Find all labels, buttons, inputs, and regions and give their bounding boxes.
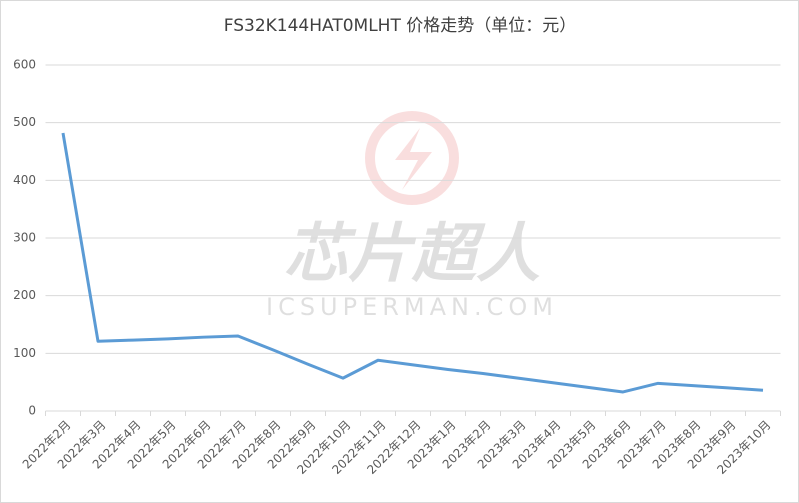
watermark-logo bbox=[365, 111, 459, 205]
y-tick-label: 0 bbox=[28, 404, 36, 418]
chart-title: FS32K144HAT0MLHT 价格走势（单位：元） bbox=[224, 16, 577, 36]
line bbox=[61, 132, 764, 394]
watermark: 芯片超人 bbox=[284, 218, 540, 292]
y-tick-label: 300 bbox=[13, 231, 36, 245]
y-tick-label: 400 bbox=[13, 173, 36, 187]
y-tick-label: 100 bbox=[13, 346, 36, 360]
watermark-sub: ICSUPERMAN.COM bbox=[266, 293, 558, 321]
y-tick-label: 200 bbox=[13, 288, 36, 302]
y-tick-label: 500 bbox=[13, 115, 36, 129]
y-tick-label: 600 bbox=[13, 58, 36, 72]
